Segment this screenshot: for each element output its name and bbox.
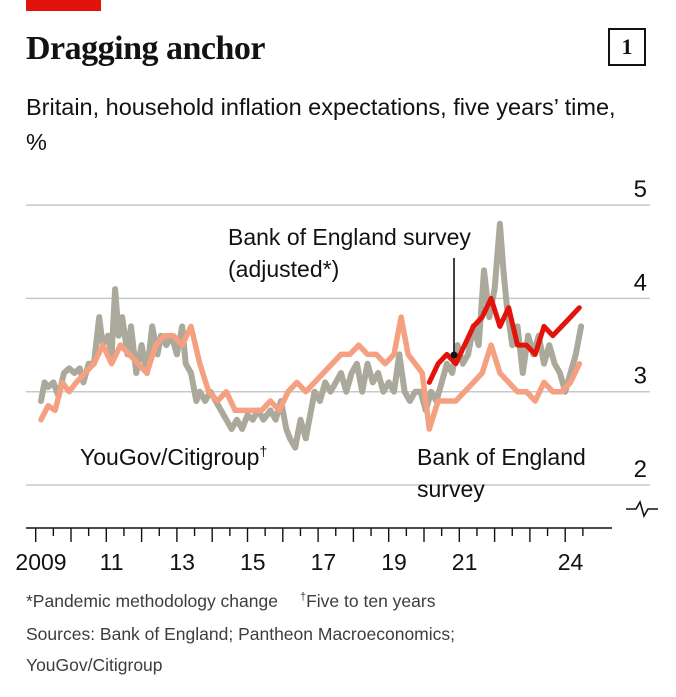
y-tick-label: 4 bbox=[634, 269, 647, 296]
x-tick-label: 24 bbox=[558, 549, 584, 575]
footnote-dagger-mark: † bbox=[299, 591, 307, 604]
label-yougov: YouGov/Citigroup† bbox=[80, 443, 267, 470]
x-tick-label: 2009 bbox=[15, 549, 66, 575]
x-tick-label: 17 bbox=[311, 549, 337, 575]
x-tick-label: 11 bbox=[100, 549, 124, 575]
chart-title: Dragging anchor bbox=[26, 30, 266, 67]
series-line-1 bbox=[38, 314, 583, 432]
label-boe-adjusted-line2: (adjusted*) bbox=[228, 256, 339, 282]
series-line-2 bbox=[426, 295, 582, 385]
x-tick-label: 19 bbox=[381, 549, 407, 575]
chart-number-badge: 1 bbox=[608, 28, 646, 66]
sources-line-1: Sources: Bank of England; Pantheon Macro… bbox=[26, 624, 455, 644]
x-tick-label: 15 bbox=[240, 549, 266, 575]
x-tick-label: 13 bbox=[169, 549, 195, 575]
chart-subtitle: Britain, household inflation expectation… bbox=[26, 94, 616, 155]
axis-break-icon bbox=[626, 499, 658, 519]
footnote-pandemic-text: *Pandemic methodology change bbox=[26, 591, 278, 611]
label-boe-line2: survey bbox=[417, 476, 485, 502]
y-tick-label: 3 bbox=[634, 363, 647, 390]
y-tick-label: 5 bbox=[634, 176, 647, 203]
footnote-years-text: Five to ten years bbox=[306, 591, 436, 611]
annotation-leader-dot bbox=[450, 351, 458, 359]
y-tick-label: 2 bbox=[634, 456, 647, 483]
brand-accent-bar bbox=[26, 0, 101, 11]
label-boe-adjusted-line1: Bank of England survey bbox=[228, 224, 471, 250]
x-tick-label: 21 bbox=[452, 549, 478, 575]
sources-line-2: YouGov/Citigroup bbox=[26, 655, 163, 675]
footnote-pandemic: *Pandemic methodology change †Five to ten… bbox=[26, 591, 435, 612]
line-chart: 5 4 3 2 2009 11 13 15 17 19 21 24 Bank of England su… bbox=[15, 176, 658, 575]
label-yougov-dagger: † bbox=[259, 443, 267, 459]
label-boe-line1: Bank of England bbox=[417, 444, 586, 470]
series-line-0 bbox=[38, 220, 585, 451]
